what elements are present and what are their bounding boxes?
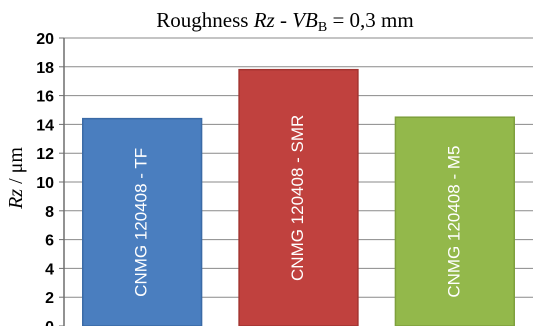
y-tick-label: 10 [36,175,54,192]
title-text-2: - [275,8,293,32]
ylabel-rz: Rz [5,189,27,210]
bars: CNMG 120408 - TF CNMG 120408 - SMR CNMG 12… [82,68,515,326]
bar-label: CNMG 120408 - TF [132,148,151,297]
bar [238,68,359,326]
chart-title: Roughness Rz - VBB = 0,3 mm [156,8,413,35]
y-tick-label: 16 [36,89,54,106]
bar [82,117,203,326]
bar [394,116,515,326]
title-subscript: B [318,20,327,35]
axes [59,37,65,326]
y-tick-label: 20 [36,31,54,48]
title-text-1: Roughness [156,8,253,32]
bar-label: CNMG 120408 - M5 [444,146,463,298]
y-tick-label: 2 [45,290,54,307]
y-tick-labels: 0 2 4 6 8 10 12 14 16 18 20 [36,31,54,326]
bar-label: CNMG 120408 - SMR [288,115,307,281]
ylabel-unit: / μm [5,147,27,189]
y-tick-label: 12 [36,146,54,163]
y-tick-label: 4 [45,261,54,278]
y-axis-label: Rz / μm [5,147,27,210]
y-tick-label: 14 [36,117,54,134]
y-tick-label: 0 [45,319,54,326]
y-tick-label: 18 [36,60,54,77]
title-text-3: = 0,3 mm [327,8,414,32]
y-tick-label: 8 [45,204,54,221]
y-tick-label: 6 [45,233,54,250]
title-rz: Rz [253,8,275,32]
title-vb: VB [292,8,318,32]
